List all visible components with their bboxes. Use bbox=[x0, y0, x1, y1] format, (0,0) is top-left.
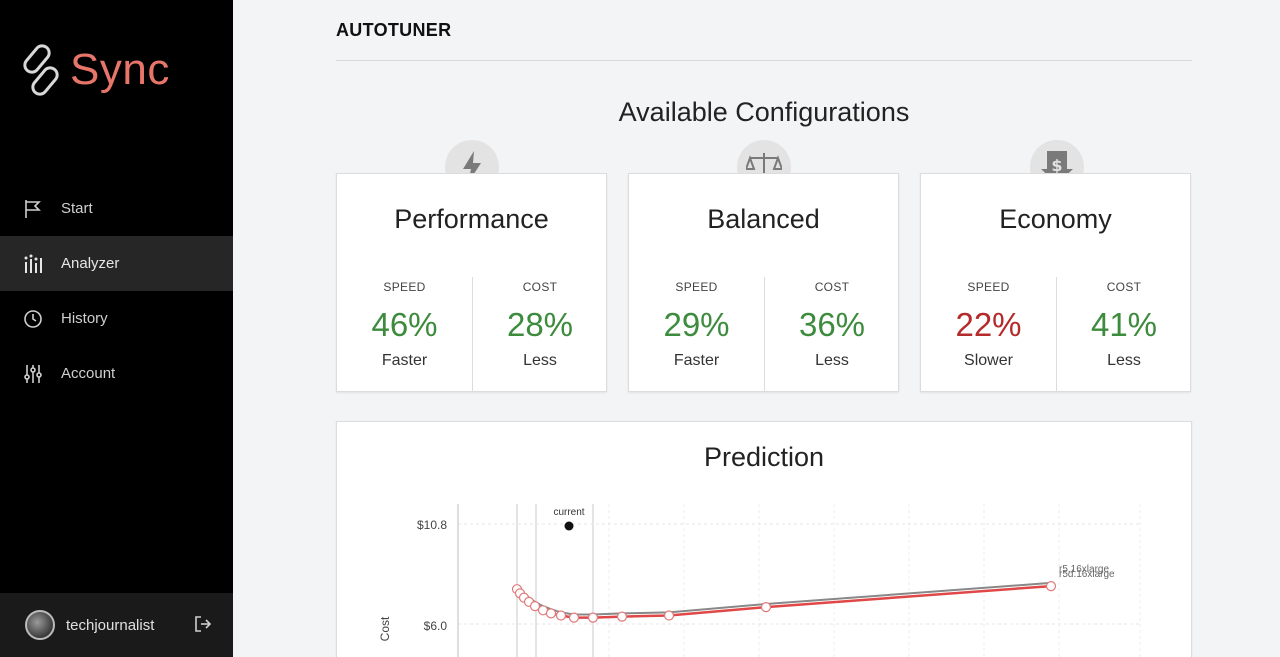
divider bbox=[336, 60, 1192, 61]
y-tick-label: $10.8 bbox=[417, 518, 447, 532]
speed-value: 22% bbox=[955, 306, 1022, 343]
y-axis-label: Cost bbox=[378, 616, 392, 641]
card-title: Performance bbox=[394, 204, 549, 234]
sidebar: Sync Start Analyzer History Account tech… bbox=[0, 0, 233, 657]
prediction-card: Prediction $10.8 $6.0 Cost current r5.16xlar… bbox=[336, 421, 1192, 657]
data-point bbox=[587, 612, 599, 623]
current-label: current bbox=[553, 507, 584, 518]
data-point bbox=[663, 610, 675, 621]
brand-name: Sync bbox=[70, 45, 170, 94]
flag-icon bbox=[22, 198, 44, 220]
data-point bbox=[545, 608, 557, 619]
sliders-icon bbox=[22, 363, 44, 385]
logout-icon[interactable] bbox=[194, 615, 214, 635]
prediction-chart[interactable]: $10.8 $6.0 Cost current r5.16xlarger5d.16xla… bbox=[337, 422, 1193, 657]
data-point bbox=[529, 601, 541, 612]
cost-value: 41% bbox=[1090, 306, 1158, 343]
sidebar-item-account[interactable]: Account bbox=[0, 346, 233, 401]
sidebar-item-start[interactable]: Start bbox=[0, 181, 233, 236]
prediction-title: Prediction bbox=[703, 442, 825, 472]
cost-value: 36% bbox=[798, 306, 866, 343]
cost-metric: COST 36% Less bbox=[764, 277, 899, 392]
sidebar-item-label: History bbox=[61, 310, 108, 327]
history-icon bbox=[22, 308, 44, 330]
series-end-label: r5d.16xlarge bbox=[1059, 569, 1115, 580]
chain-link-icon bbox=[23, 44, 59, 96]
avatar[interactable] bbox=[25, 610, 55, 640]
data-point bbox=[555, 610, 567, 621]
config-card-economy[interactable]: Economy SPEED 22% Slower COST 41% Less bbox=[920, 173, 1191, 392]
sidebar-item-analyzer[interactable]: Analyzer bbox=[0, 236, 233, 291]
speed-value: 46% bbox=[371, 306, 438, 343]
sidebar-item-history[interactable]: History bbox=[0, 291, 233, 346]
cost-metric: COST 41% Less bbox=[1056, 277, 1191, 392]
card-title: Balanced bbox=[707, 204, 820, 234]
config-card-balanced[interactable]: Balanced SPEED 29% Faster COST 36% Less bbox=[628, 173, 899, 392]
speed-metric: SPEED 29% Faster bbox=[629, 277, 764, 392]
configurations-title: Available Configurations bbox=[618, 97, 910, 127]
cost-value: 28% bbox=[506, 306, 574, 343]
page-title: AUTOTUNER bbox=[336, 20, 452, 40]
y-tick-label: $6.0 bbox=[424, 619, 448, 633]
speed-metric: SPEED 22% Slower bbox=[921, 277, 1056, 392]
user-bar: techjournalist bbox=[0, 593, 233, 657]
series-line bbox=[516, 581, 1052, 616]
config-card-performance[interactable]: Performance SPEED 46% Faster COST 28% Le… bbox=[336, 173, 607, 392]
data-point bbox=[616, 611, 628, 622]
series-end-label: r5.16xlarge bbox=[1059, 564, 1109, 575]
current-point bbox=[564, 521, 574, 531]
speed-metric: SPEED 46% Faster bbox=[337, 277, 472, 392]
username: techjournalist bbox=[66, 616, 155, 634]
svg-text:$: $ bbox=[1051, 156, 1062, 175]
cost-metric: COST 28% Less bbox=[472, 277, 607, 392]
card-title: Economy bbox=[999, 204, 1112, 234]
data-point bbox=[1045, 581, 1057, 592]
sidebar-item-label: Start bbox=[61, 200, 93, 217]
sidebar-item-label: Account bbox=[61, 365, 116, 382]
data-point bbox=[760, 602, 772, 613]
sidebar-item-label: Analyzer bbox=[61, 255, 120, 272]
data-point bbox=[568, 612, 580, 623]
analyzer-icon bbox=[22, 253, 44, 275]
brand-logo[interactable]: Sync bbox=[22, 42, 170, 98]
speed-value: 29% bbox=[663, 306, 730, 343]
